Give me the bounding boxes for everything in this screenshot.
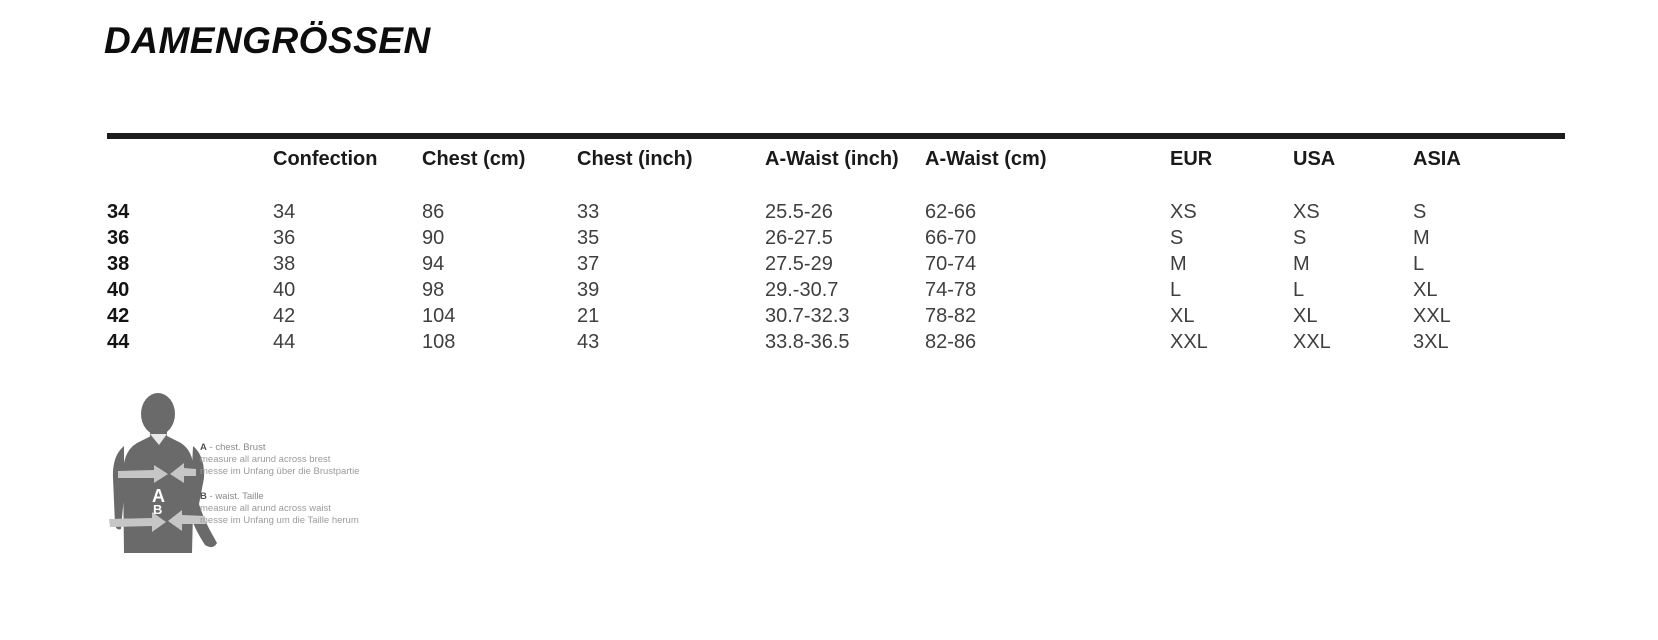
- body-silhouette-image: A B: [109, 393, 217, 553]
- cell-eur: M: [1170, 253, 1187, 275]
- cell-usa: L: [1293, 279, 1305, 301]
- cell-chest-inch: 35: [577, 227, 600, 249]
- waist-note-marker: B: [200, 491, 207, 502]
- header-a-waist-inch: A-Waist (inch): [765, 148, 899, 170]
- cell-eur: XL: [1170, 305, 1195, 327]
- cell-confection: 38: [273, 253, 296, 275]
- measurement-figure: A B A - chest. Brust measure all arund a…: [108, 378, 528, 558]
- header-usa: USA: [1293, 148, 1336, 170]
- cell-a-waist-cm: 66-70: [925, 227, 977, 249]
- cell-usa: XXL: [1293, 331, 1331, 353]
- cell-a-waist-cm: 78-82: [925, 305, 977, 327]
- chest-note-title: - chest. Brust: [206, 442, 266, 453]
- cell-size: 36: [107, 227, 130, 249]
- header-asia: ASIA: [1413, 148, 1461, 170]
- cell-usa: XS: [1293, 201, 1320, 223]
- cell-asia: XL: [1413, 279, 1438, 301]
- header-chest-cm: Chest (cm): [422, 148, 526, 170]
- table-top-rule: [107, 133, 1565, 139]
- cell-chest-inch: 37: [577, 253, 600, 275]
- cell-usa: S: [1293, 227, 1307, 249]
- cell-usa: M: [1293, 253, 1310, 275]
- cell-chest-inch: 33: [577, 201, 600, 223]
- cell-a-waist-cm: 70-74: [925, 253, 977, 275]
- cell-a-waist-inch: 26-27.5: [765, 227, 833, 249]
- header-a-waist-cm: A-Waist (cm): [925, 148, 1047, 170]
- chest-note: A - chest. Brust measure all arund acros…: [200, 442, 460, 478]
- cell-a-waist-inch: 30.7-32.3: [765, 305, 850, 327]
- cell-eur: XS: [1170, 201, 1197, 223]
- header-confection: Confection: [273, 148, 378, 170]
- cell-chest-cm: 86: [422, 201, 445, 223]
- cell-a-waist-cm: 82-86: [925, 331, 977, 353]
- header-chest-inch: Chest (inch): [577, 148, 693, 170]
- cell-a-waist-cm: 62-66: [925, 201, 977, 223]
- cell-chest-cm: 94: [422, 253, 445, 275]
- measurement-notes: A - chest. Brust measure all arund acros…: [200, 442, 460, 540]
- cell-a-waist-inch: 27.5-29: [765, 253, 833, 275]
- cell-chest-cm: 108: [422, 331, 456, 353]
- cell-asia: S: [1413, 201, 1427, 223]
- cell-chest-inch: 39: [577, 279, 600, 301]
- table-header-row: Confection Chest (cm) Chest (inch) A-Wai…: [107, 147, 1570, 171]
- waist-note-title: - waist. Taille: [206, 491, 264, 502]
- table-body: 34 34 86 33 25.5-26 62-66 XS XS S 36 36 …: [107, 199, 1570, 355]
- cell-confection: 40: [273, 279, 296, 301]
- cell-a-waist-inch: 29.-30.7: [765, 279, 839, 301]
- chest-note-line-en: measure all arund across brest: [200, 454, 331, 465]
- waist-label-b: B: [153, 502, 162, 517]
- cell-confection: 44: [273, 331, 296, 353]
- cell-chest-cm: 98: [422, 279, 445, 301]
- cell-eur: L: [1170, 279, 1182, 301]
- cell-a-waist-inch: 33.8-36.5: [765, 331, 850, 353]
- header-empty: [107, 147, 273, 171]
- chest-note-marker: A: [200, 442, 207, 453]
- cell-chest-inch: 21: [577, 305, 600, 327]
- size-table: Confection Chest (cm) Chest (inch) A-Wai…: [107, 133, 1570, 355]
- cell-confection: 34: [273, 201, 296, 223]
- waist-note: B - waist. Taille measure all arund acro…: [200, 491, 460, 527]
- cell-eur: S: [1170, 227, 1184, 249]
- cell-asia: 3XL: [1413, 331, 1449, 353]
- cell-chest-cm: 104: [422, 305, 456, 327]
- chest-note-line-de: messe im Unfang über die Brustpartie: [200, 466, 360, 477]
- waist-note-line-en: measure all arund across waist: [200, 503, 331, 514]
- cell-a-waist-cm: 74-78: [925, 279, 977, 301]
- cell-confection: 42: [273, 305, 296, 327]
- cell-confection: 36: [273, 227, 296, 249]
- cell-size: 42: [107, 305, 130, 327]
- cell-a-waist-inch: 25.5-26: [765, 201, 833, 223]
- waist-note-line-de: messe im Unfang um die Taille herum: [200, 515, 359, 526]
- cell-size: 34: [107, 201, 130, 223]
- cell-chest-cm: 90: [422, 227, 445, 249]
- page-title: DAMENGRÖSSEN: [104, 20, 431, 61]
- cell-asia: M: [1413, 227, 1430, 249]
- cell-chest-inch: 43: [577, 331, 600, 353]
- cell-eur: XXL: [1170, 331, 1208, 353]
- cell-size: 44: [107, 331, 130, 353]
- cell-size: 38: [107, 253, 130, 275]
- cell-asia: XXL: [1413, 305, 1451, 327]
- cell-asia: L: [1413, 253, 1425, 275]
- cell-size: 40: [107, 279, 130, 301]
- chest-label-a: A: [152, 486, 165, 506]
- header-eur: EUR: [1170, 148, 1213, 170]
- cell-usa: XL: [1293, 305, 1318, 327]
